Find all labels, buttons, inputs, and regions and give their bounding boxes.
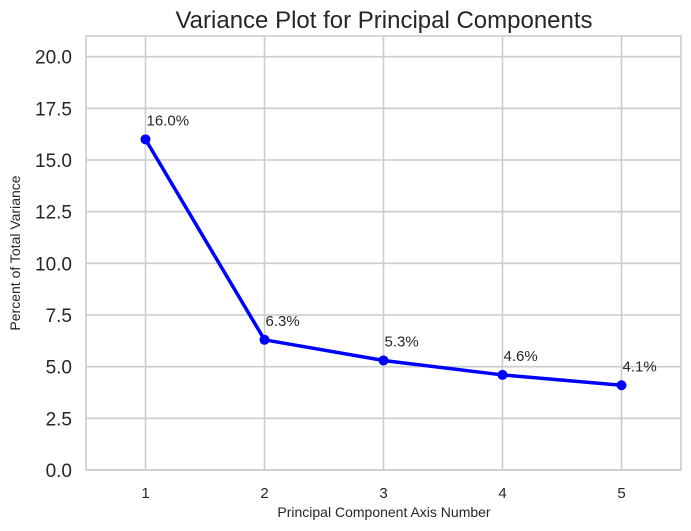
- y-tick-label: 0.0: [46, 461, 72, 482]
- data-label: 6.3%: [266, 313, 300, 330]
- y-tick-label: 7.5: [46, 306, 72, 327]
- data-point: [616, 380, 627, 391]
- x-tick-label: 1: [141, 485, 149, 502]
- y-tick-label: 2.5: [46, 409, 72, 430]
- y-tick-label: 5.0: [46, 358, 72, 379]
- chart-title: Variance Plot for Principal Components: [175, 7, 592, 34]
- data-label: 4.1%: [623, 358, 657, 375]
- y-tick-label: 15.0: [35, 151, 72, 172]
- x-tick-label: 2: [260, 485, 268, 502]
- plot-frame: [85, 35, 682, 471]
- data-point: [497, 369, 508, 380]
- y-tick-label: 10.0: [35, 254, 72, 275]
- x-tick-label: 4: [498, 485, 506, 502]
- x-axis-label: Principal Component Axis Number: [277, 504, 491, 520]
- x-tick-labels: 1 2 3 4 5: [141, 485, 625, 502]
- y-tick-label: 17.5: [35, 99, 72, 120]
- data-point: [378, 355, 389, 366]
- y-tick-labels: 0.0 2.5 5.0 7.5 10.0 12.5 15.0 17.5 20.0: [35, 48, 72, 482]
- data-label: 5.3%: [385, 333, 419, 350]
- x-tick-label: 3: [379, 485, 387, 502]
- series-layer: 16.0% 6.3% 5.3% 4.6% 4.1%: [140, 112, 657, 391]
- data-label: 16.0%: [147, 112, 190, 129]
- data-point: [140, 134, 151, 145]
- data-label: 4.6%: [504, 348, 538, 365]
- y-tick-label: 12.5: [35, 203, 72, 224]
- grid-lines: [86, 36, 681, 471]
- y-axis-label: Percent of Total Variance: [7, 175, 23, 330]
- y-tick-label: 20.0: [35, 48, 72, 69]
- x-tick-label: 5: [617, 485, 625, 502]
- data-point: [259, 334, 270, 345]
